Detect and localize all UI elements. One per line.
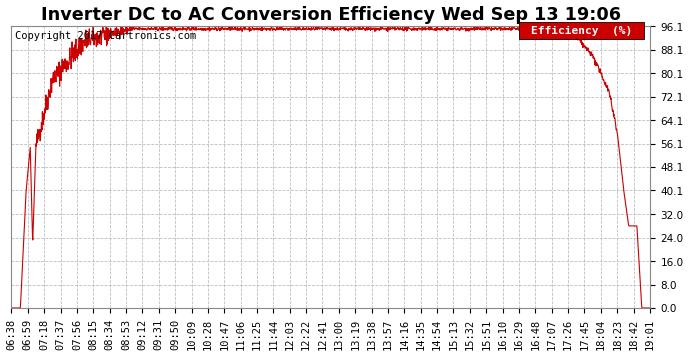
Text: Copyright 2017 Cartronics.com: Copyright 2017 Cartronics.com — [14, 31, 196, 41]
Text: Efficiency  (%): Efficiency (%) — [531, 26, 632, 36]
FancyBboxPatch shape — [519, 22, 644, 40]
Title: Inverter DC to AC Conversion Efficiency Wed Sep 13 19:06: Inverter DC to AC Conversion Efficiency … — [41, 6, 621, 24]
